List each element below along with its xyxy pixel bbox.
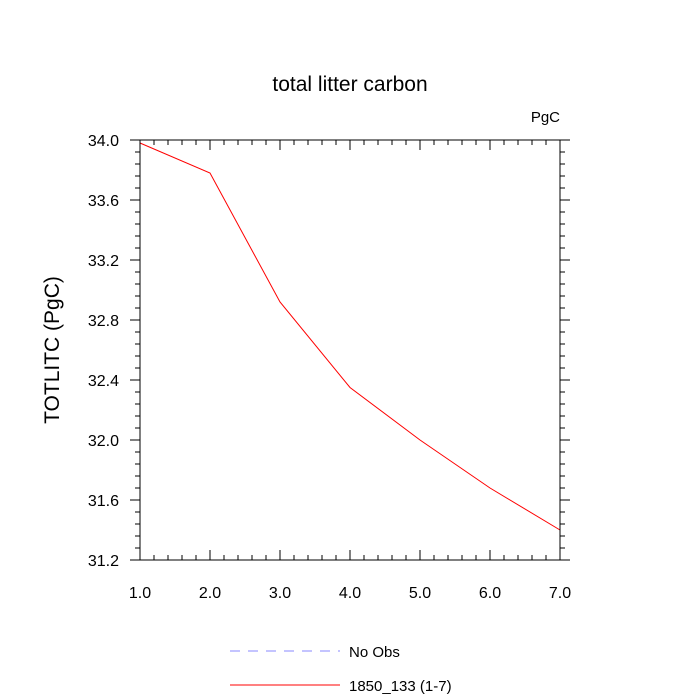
- plot-frame: [139, 139, 561, 561]
- x-tick-label: 3.0: [269, 585, 291, 602]
- y-tick-label: 34.0: [88, 133, 119, 150]
- x-tick-label: 6.0: [479, 585, 501, 602]
- legend: No Obs 1850_133 (1-7): [230, 644, 452, 695]
- chart-title: total litter carbon: [272, 73, 427, 96]
- legend-label-no-obs: No Obs: [349, 644, 400, 661]
- y-axis-label: TOTLITC (PgC): [41, 276, 64, 424]
- axis-ticks: [130, 139, 570, 561]
- y-tick-label: 31.2: [88, 553, 119, 570]
- series-layer: [139, 142, 561, 531]
- x-tick-label: 7.0: [549, 585, 571, 602]
- x-tick-label: 2.0: [199, 585, 221, 602]
- y-tick-label: 32.4: [88, 373, 119, 390]
- series-line: [139, 142, 561, 531]
- x-tick-label: 1.0: [129, 585, 151, 602]
- units-label: PgC: [531, 109, 560, 126]
- y-tick-label: 32.0: [88, 433, 119, 450]
- y-tick-label: 32.8: [88, 313, 119, 330]
- tick-labels: 1.0 2.0 3.0 4.0 5.0 6.0 7.0 31.2 31.6 32.0 32.4 32.…: [88, 133, 571, 602]
- x-tick-label: 4.0: [339, 585, 361, 602]
- y-tick-label: 33.6: [88, 193, 119, 210]
- y-tick-label: 31.6: [88, 493, 119, 510]
- legend-label-series: 1850_133 (1-7): [349, 678, 452, 695]
- x-tick-label: 5.0: [409, 585, 431, 602]
- y-tick-label: 33.2: [88, 253, 119, 270]
